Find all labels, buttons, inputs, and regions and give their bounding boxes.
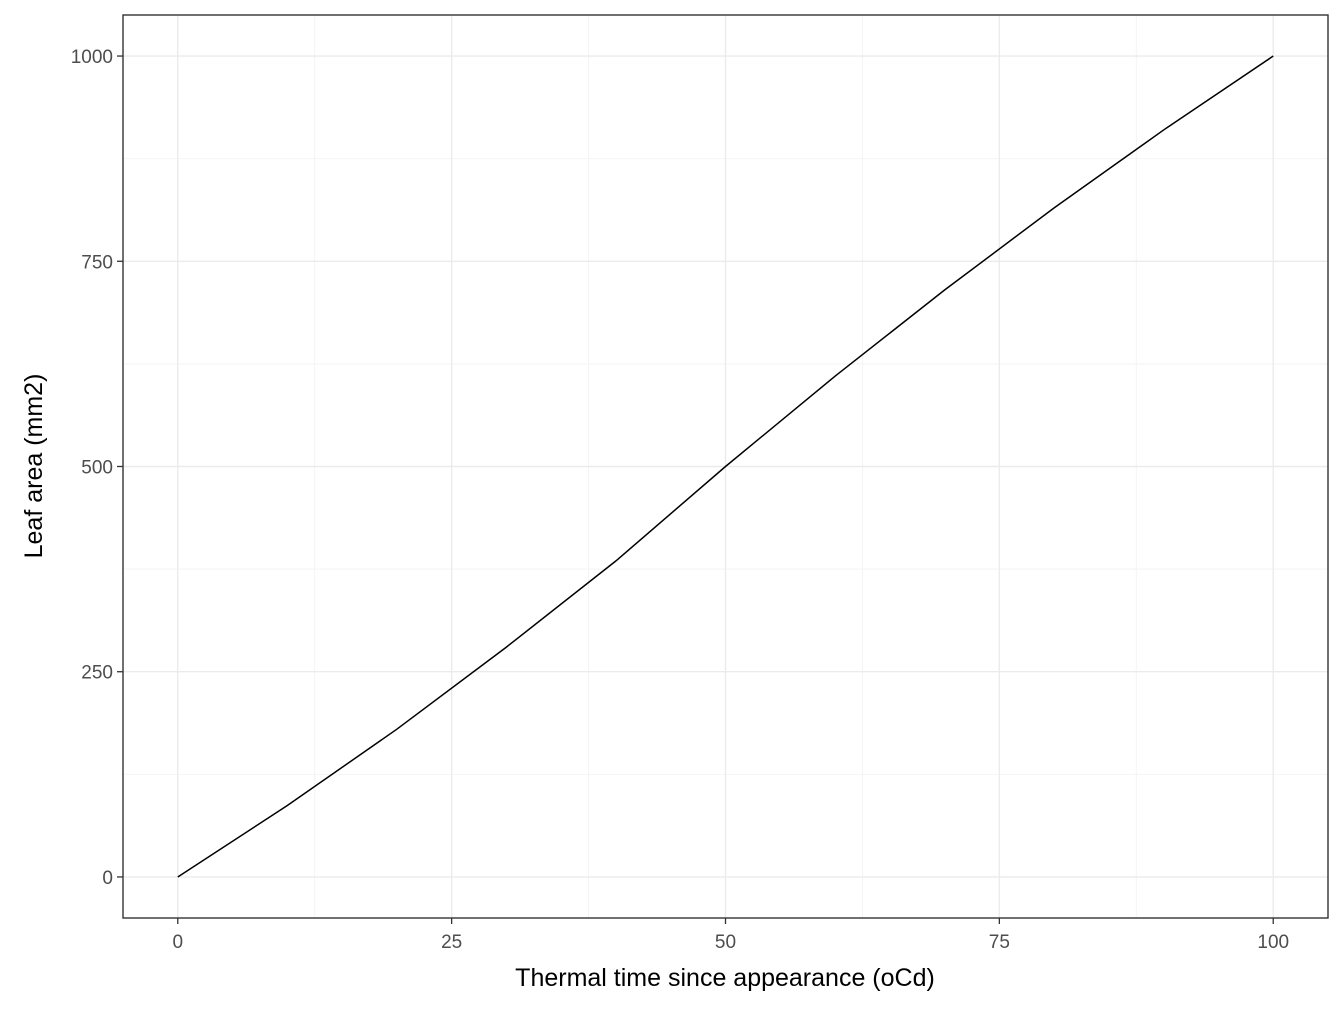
series-layer (177, 55, 1274, 878)
x-tick-label: 0 (172, 932, 183, 953)
y-tick-label: 0 (102, 868, 113, 889)
y-axis-title: Leaf area (mm2) (20, 374, 48, 559)
y-tick-label: 750 (81, 252, 113, 273)
x-axis-title: Thermal time since appearance (oCd) (515, 964, 935, 992)
x-tick-label: 25 (441, 932, 462, 953)
series-line (177, 55, 1274, 878)
y-tick-label: 1000 (71, 47, 113, 68)
x-tick-label: 75 (989, 932, 1010, 953)
x-tick-label: 50 (715, 932, 736, 953)
x-tick-label: 100 (1257, 932, 1289, 953)
y-tick-label: 500 (81, 458, 113, 479)
y-tick-label: 250 (81, 663, 113, 684)
axis-ticks (117, 55, 1274, 924)
